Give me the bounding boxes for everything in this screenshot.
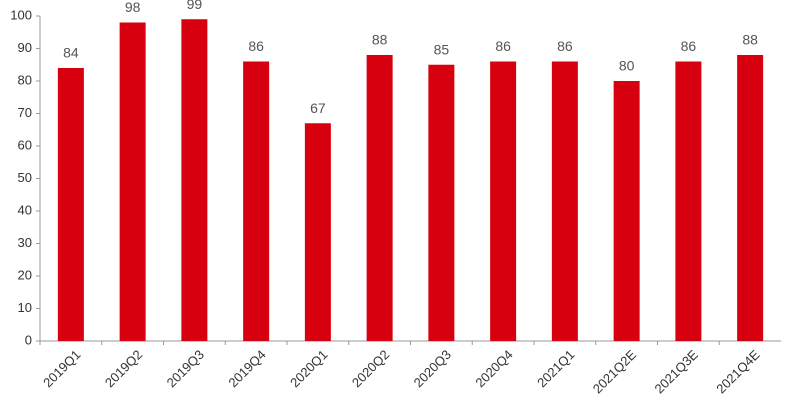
x-tick-label: 2021Q1	[534, 347, 577, 390]
value-label: 86	[495, 38, 511, 54]
y-tick-label: 30	[18, 235, 32, 250]
y-tick-label: 60	[18, 137, 32, 152]
x-tick-label: 2020Q1	[287, 347, 330, 390]
x-tick-label: 2020Q3	[411, 347, 454, 390]
y-tick-label: 50	[18, 170, 32, 185]
bar	[366, 55, 393, 341]
value-label: 99	[187, 0, 203, 12]
bar	[551, 61, 578, 341]
bar	[119, 22, 146, 341]
value-label: 86	[557, 38, 573, 54]
y-tick-label: 10	[18, 300, 32, 315]
bar	[737, 55, 764, 341]
x-tick-label: 2020Q2	[349, 347, 392, 390]
x-tick-label: 2019Q1	[40, 347, 83, 390]
y-tick-label: 20	[18, 267, 32, 282]
y-tick-label: 100	[10, 7, 32, 22]
x-tick-label: 2021Q3E	[651, 347, 701, 397]
bar	[243, 61, 270, 341]
bar	[428, 64, 455, 341]
x-tick-label: 2019Q3	[164, 347, 207, 390]
x-tick-label: 2021Q2E	[590, 347, 640, 397]
value-label: 88	[742, 32, 758, 48]
y-tick-label: 80	[18, 72, 32, 87]
bar	[613, 81, 640, 341]
value-label: 85	[434, 41, 450, 57]
bar	[304, 123, 331, 341]
value-label: 80	[619, 58, 635, 74]
y-tick-label: 70	[18, 105, 32, 120]
value-label: 86	[681, 38, 697, 54]
bar	[57, 68, 84, 341]
x-tick-label: 2019Q4	[225, 347, 268, 390]
y-tick-label: 40	[18, 202, 32, 217]
bar	[675, 61, 702, 341]
x-tick-label: 2021Q4E	[713, 347, 763, 397]
bar	[181, 19, 208, 341]
bar	[490, 61, 517, 341]
value-label: 84	[63, 45, 79, 61]
value-label: 98	[125, 0, 141, 15]
value-label: 86	[248, 38, 264, 54]
y-tick-label: 90	[18, 40, 32, 55]
y-tick-label: 0	[25, 332, 32, 347]
x-tick-label: 2020Q4	[472, 347, 515, 390]
x-tick-label: 2019Q2	[102, 347, 145, 390]
value-label: 88	[372, 32, 388, 48]
value-label: 67	[310, 100, 326, 116]
